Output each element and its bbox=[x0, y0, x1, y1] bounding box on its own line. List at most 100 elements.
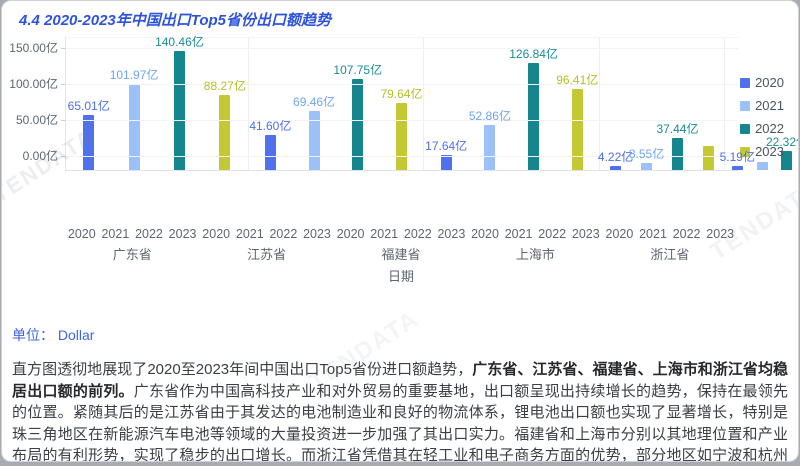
year-tick-label: 2023 bbox=[168, 227, 197, 241]
legend-label: 2021 bbox=[755, 98, 784, 113]
bar-group: 5.19亿 22.32亿 bbox=[720, 38, 798, 170]
bar-column: 5.19亿 bbox=[720, 38, 755, 170]
year-tick-label: 2020 bbox=[605, 227, 634, 241]
bar-2021-5 bbox=[756, 162, 768, 170]
export-trend-chart: 150.00亿 100.00亿 50.00亿 0.00亿 65.01亿 101.97亿 1… bbox=[2, 35, 798, 223]
analysis-paragraph-1: 直方图透彻地展现了2020至2023年间中国出口Top5省份进口额趋势，广东省、… bbox=[12, 359, 788, 462]
year-tick-label: 2020 bbox=[336, 227, 365, 241]
x-years-row: 2020 2021 2022 2023 2020 2021 2022 2023 2020 2021… bbox=[65, 227, 737, 241]
bar-column: 88.27亿 bbox=[202, 38, 247, 170]
year-tick-label: 2021 bbox=[639, 227, 667, 241]
bar-value-label: 41.60亿 bbox=[249, 118, 292, 133]
year-tick-label: 2023 bbox=[437, 227, 466, 241]
bar-column: 96.41亿 bbox=[555, 38, 599, 170]
bar-column: 69.46亿 bbox=[292, 38, 336, 170]
category-label: 广东省 bbox=[112, 247, 152, 262]
bar-2022-4 bbox=[671, 138, 683, 170]
bar-2023-3 bbox=[571, 88, 583, 170]
bar-value-label: 107.75亿 bbox=[333, 62, 383, 77]
bar-2022-5 bbox=[781, 151, 793, 170]
bar-2020-2 bbox=[264, 134, 276, 170]
bar-value-label: 4.22亿 bbox=[597, 150, 634, 165]
bar-column: 8.55亿 bbox=[628, 38, 665, 170]
legend-swatch bbox=[740, 123, 751, 134]
y-tick bbox=[61, 120, 65, 121]
year-tick-group: 2020 2021 2022 2023 bbox=[603, 227, 737, 241]
paragraph-text: 广东省作为中国高科技产业和对外贸易的重要基地，出口额呈现出持续增长的趋势，保持在… bbox=[12, 382, 788, 462]
bar-value-label: 17.64亿 bbox=[425, 139, 468, 154]
bar-2022-2 bbox=[352, 78, 364, 170]
bar-2021-2 bbox=[308, 111, 320, 170]
bar-2020-1 bbox=[83, 115, 95, 170]
year-tick-label: 2023 bbox=[571, 227, 600, 241]
bar-group: 17.64亿 52.86亿 126.84亿 96.41亿 bbox=[424, 38, 601, 170]
bar-column: 107.75亿 bbox=[333, 38, 383, 170]
legend-item-2020[interactable]: 2020 bbox=[740, 75, 784, 90]
y-axis-label: 0.00亿 bbox=[22, 149, 58, 163]
plot-groups: 65.01亿 101.97亿 140.46亿 88.27亿 41.60亿 69.46亿 10… bbox=[66, 35, 798, 170]
bar-group: 4.22亿 8.55亿 37.44亿 bbox=[597, 38, 725, 170]
bar-2023-1 bbox=[219, 95, 231, 170]
analysis-text: 直方图透彻地展现了2020至2023年间中国出口Top5省份进口额趋势，广东省、… bbox=[12, 359, 788, 462]
bar-column: 37.44亿 bbox=[656, 38, 698, 170]
year-tick-label: 2021 bbox=[504, 227, 533, 241]
y-axis-label: 50.00亿 bbox=[15, 113, 58, 127]
legend: 2020 2021 2022 2023 bbox=[740, 75, 784, 159]
plot-area: 65.01亿 101.97亿 140.46亿 88.27亿 41.60亿 69.46亿 10… bbox=[61, 35, 798, 171]
gridline bbox=[66, 120, 738, 121]
year-tick-label: 2022 bbox=[403, 227, 432, 241]
bar-value-label: 8.55亿 bbox=[628, 146, 665, 161]
legend-swatch bbox=[740, 77, 751, 88]
bar-value-label: 69.46亿 bbox=[293, 95, 336, 110]
bar-2023-2 bbox=[395, 102, 407, 170]
year-tick-label: 2023 bbox=[303, 227, 331, 241]
bar-2022-3 bbox=[528, 62, 540, 170]
legend-label: 2022 bbox=[755, 121, 784, 136]
y-tick bbox=[61, 48, 65, 49]
bar-2020-4 bbox=[610, 166, 622, 170]
bar-value-label: 5.19亿 bbox=[719, 149, 755, 164]
bar-value-label: 88.27亿 bbox=[203, 79, 246, 94]
bar-column: 126.84亿 bbox=[509, 38, 558, 170]
bar-column: 41.60亿 bbox=[249, 38, 293, 170]
bar-column: 65.01亿 bbox=[66, 38, 111, 170]
bar-value-label: 79.64亿 bbox=[380, 86, 423, 101]
category-label: 江苏省 bbox=[247, 247, 287, 262]
bar-value-label: 65.01亿 bbox=[67, 99, 110, 114]
y-tick bbox=[61, 156, 65, 157]
bar-2022-1 bbox=[173, 51, 185, 170]
bar-column: 52.86亿 bbox=[468, 38, 512, 170]
bar-2021-3 bbox=[484, 125, 496, 170]
bar-column: 4.22亿 bbox=[597, 38, 634, 170]
year-tick-label: 2022 bbox=[538, 227, 567, 241]
category-row: 广东省 江苏省 福建省 上海市 浙江省 bbox=[65, 244, 737, 263]
year-tick-group: 2020 2021 2022 2023 bbox=[199, 227, 333, 241]
bar-column: 79.64亿 bbox=[380, 38, 424, 170]
y-axis: 150.00亿 100.00亿 50.00亿 0.00亿 bbox=[2, 37, 64, 169]
gridline bbox=[66, 156, 738, 157]
bar-2021-1 bbox=[128, 83, 140, 170]
legend-item-2023[interactable]: 2023 bbox=[740, 144, 784, 159]
year-tick-label: 2021 bbox=[370, 227, 399, 241]
bar-value-label: 126.84亿 bbox=[509, 46, 558, 61]
bar-2020-3 bbox=[440, 155, 452, 170]
year-tick-label: 2022 bbox=[672, 227, 701, 241]
unit-value: Dollar bbox=[57, 327, 95, 343]
y-axis-label: 150.00亿 bbox=[9, 41, 58, 55]
bar-value-label: 140.46亿 bbox=[155, 35, 204, 50]
gridline bbox=[66, 84, 738, 85]
year-tick-label: 2022 bbox=[269, 227, 298, 241]
year-tick-group: 2020 2021 2022 2023 bbox=[65, 227, 199, 241]
category-label: 福建省 bbox=[381, 247, 421, 262]
paragraph-text: 直方图透彻地展现了2020至2023年间中国出口Top5省份进口额趋势， bbox=[12, 361, 473, 378]
legend-label: 2023 bbox=[755, 144, 784, 159]
legend-item-2022[interactable]: 2022 bbox=[740, 121, 784, 136]
legend-item-2021[interactable]: 2021 bbox=[740, 98, 784, 113]
page-title: 4.4 2020-2023年中国出口Top5省份出口额趋势 bbox=[19, 12, 332, 29]
category-label: 浙江省 bbox=[650, 247, 690, 262]
legend-swatch bbox=[740, 100, 751, 111]
unit-row: 单位： Dollar bbox=[12, 325, 798, 345]
unit-label: 单位： bbox=[12, 327, 54, 343]
y-axis-label: 100.00亿 bbox=[9, 77, 58, 91]
bar-value-label: 101.97亿 bbox=[109, 67, 159, 82]
